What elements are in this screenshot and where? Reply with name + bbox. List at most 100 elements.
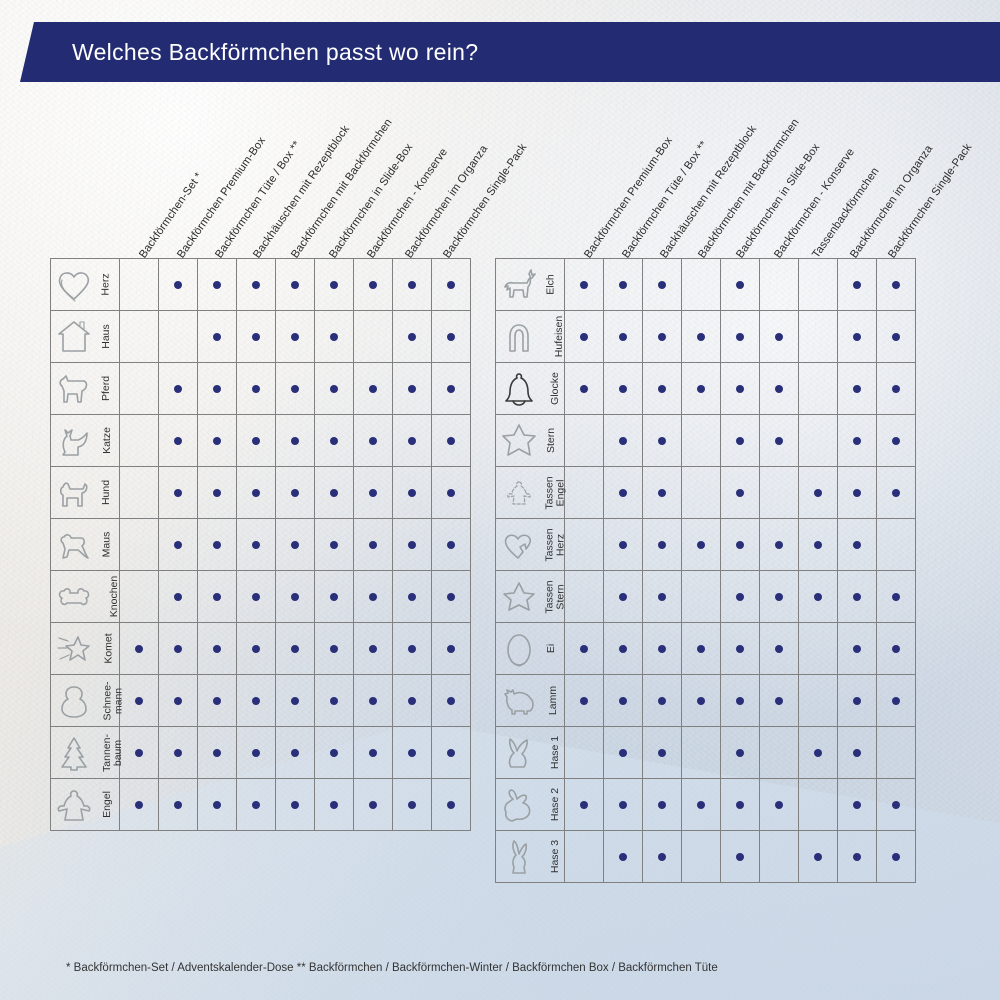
matrix-cell-filled [564, 362, 604, 415]
page-title: Welches Backförmchen passt wo rein? [72, 38, 479, 65]
row-header-left-10: Engel [50, 778, 120, 831]
matrix-cell-filled [353, 622, 393, 675]
table-row: Hufeisen [495, 310, 916, 363]
row-label: Stern [545, 427, 558, 454]
compatibility-dot [619, 852, 627, 861]
matrix-cell-empty [798, 310, 838, 363]
header-banner: Welches Backförmchen passt wo rein? [20, 22, 1000, 82]
matrix-cell-filled [720, 778, 760, 831]
compatibility-dot [736, 696, 744, 705]
matrix-cell-filled [236, 258, 276, 311]
matrix-cell-empty [876, 518, 916, 571]
matrix-cell-filled [876, 466, 916, 519]
matrix-cell-empty [119, 570, 159, 623]
matrix-cell-filled [720, 414, 760, 467]
matrix-cell-filled [392, 414, 432, 467]
compatibility-dot [658, 436, 666, 445]
matrix-cell-empty [681, 414, 721, 467]
compatibility-dot [174, 800, 182, 809]
bunny1-cutter-icon [499, 731, 539, 775]
compatibility-dot [135, 800, 143, 809]
row-header-right-2: Glocke [495, 362, 565, 415]
compatibility-dot [291, 280, 299, 289]
matrix-cell-filled [275, 466, 315, 519]
row-label: Pferd [100, 375, 113, 402]
matrix-cell-filled [642, 414, 682, 467]
footnote: * Backförmchen-Set / Adventskalender-Dos… [66, 962, 718, 974]
table-row: Haus [50, 310, 471, 363]
matrix-cell-empty [759, 726, 799, 779]
compatibility-dot [619, 540, 627, 549]
compatibility-dot [658, 696, 666, 705]
compatibility-dot [447, 332, 455, 341]
horseshoe-cutter-icon [499, 315, 539, 359]
matrix-cell-filled [720, 258, 760, 311]
compatibility-dot [369, 540, 377, 549]
compatibility-dot [853, 280, 861, 289]
compatibility-dot [580, 384, 588, 393]
matrix-cell-filled [119, 726, 159, 779]
matrix-cell-filled [392, 466, 432, 519]
matrix-cell-filled [642, 466, 682, 519]
matrix-cell-filled [431, 362, 471, 415]
matrix-cell-filled [314, 674, 354, 727]
matrix-cell-filled [392, 310, 432, 363]
matrix-cell-filled [431, 674, 471, 727]
table-row: Tassen Stern [495, 570, 916, 623]
matrix-cell-filled [876, 622, 916, 675]
matrix-cell-filled [275, 414, 315, 467]
matrix-cell-filled [119, 622, 159, 675]
bone-cutter-icon [54, 575, 94, 619]
matrix-cell-filled [837, 622, 877, 675]
matrix-cell-filled [158, 414, 198, 467]
matrix-cell-filled [798, 466, 838, 519]
matrix-cell-empty [119, 310, 159, 363]
compatibility-dot [369, 436, 377, 445]
matrix-cell-empty [681, 258, 721, 311]
compatibility-dot [408, 280, 416, 289]
compatibility-dot [775, 332, 783, 341]
compatibility-dot [330, 696, 338, 705]
horse-cutter-icon [54, 367, 94, 411]
compatibility-dot [736, 748, 744, 757]
table-row: Tassen Engel [495, 466, 916, 519]
table-row: Glocke [495, 362, 916, 415]
matrix-cell-filled [759, 414, 799, 467]
compatibility-dot [174, 384, 182, 393]
compatibility-dot [330, 488, 338, 497]
cat-cutter-icon [54, 419, 94, 463]
matrix-cell-filled [837, 518, 877, 571]
matrix-cell-filled [681, 674, 721, 727]
matrix-cell-filled [603, 518, 643, 571]
compatibility-dot [174, 592, 182, 601]
compatibility-dot [213, 436, 221, 445]
row-header-right-8: Lamm [495, 674, 565, 727]
row-header-left-7: Komet [50, 622, 120, 675]
row-header-right-7: Ei [495, 622, 565, 675]
compatibility-dot [892, 644, 900, 653]
compatibility-dot [619, 800, 627, 809]
matrix-cell-filled [876, 310, 916, 363]
matrix-cell-filled [720, 570, 760, 623]
matrix-cell-filled [431, 570, 471, 623]
bunny2-cutter-icon [499, 783, 539, 827]
row-header-left-4: Hund [50, 466, 120, 519]
matrix-cell-filled [119, 674, 159, 727]
compatibility-dot [658, 644, 666, 653]
compatibility-dot [408, 332, 416, 341]
matrix-cell-empty [798, 778, 838, 831]
compatibility-dot [853, 540, 861, 549]
matrix-cell-filled [392, 674, 432, 727]
table-row: Stern [495, 414, 916, 467]
matrix-cell-filled [431, 466, 471, 519]
matrix-cell-filled [236, 726, 276, 779]
matrix-cell-empty [119, 518, 159, 571]
matrix-cell-filled [353, 362, 393, 415]
matrix-cell-filled [837, 726, 877, 779]
cup-heart-cutter-icon [499, 523, 539, 567]
matrix-cell-filled [431, 726, 471, 779]
compatibility-dot [619, 332, 627, 341]
compatibility-dot [213, 384, 221, 393]
egg-cutter-icon [499, 627, 539, 671]
compatibility-dot [408, 644, 416, 653]
